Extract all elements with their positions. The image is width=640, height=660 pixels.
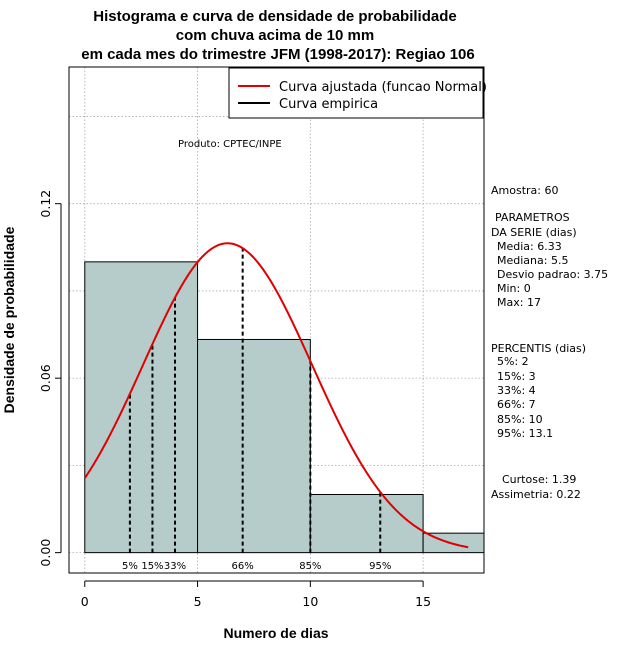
- percentile-15: 15%: 3: [497, 370, 536, 383]
- legend-box: [228, 67, 484, 119]
- sample-size: Amostra: 60: [491, 184, 558, 197]
- stat-std-dev: Desvio padrao: 3.75: [497, 268, 608, 281]
- percentile-label-1: 15%: [141, 561, 163, 572]
- percentile-5: 5%: 2: [497, 355, 529, 368]
- percentile-label-2: 33%: [164, 561, 186, 572]
- x-tick-label-3: 15: [415, 594, 431, 609]
- percentile-label-5: 95%: [369, 561, 391, 572]
- legend-label-empirical: Curva empirica: [279, 97, 378, 112]
- statistics-panel: Amostra: 60 PARAMETROS DA SERIE (dias) M…: [491, 184, 608, 501]
- stat-max: Max: 17: [497, 296, 541, 309]
- normal-curve: [83, 242, 469, 549]
- legend-label-fitted: Curva ajustada (funcao Normal): [279, 80, 487, 95]
- x-axis: 0 5 10 15: [81, 580, 431, 609]
- histogram-bar-1: [197, 338, 311, 554]
- chart-title-line-1: Histograma e curva de densidade de proba…: [93, 8, 456, 25]
- percentile-33: 33%: 4: [497, 384, 536, 397]
- percentiles-title: PERCENTIS (dias): [491, 342, 586, 355]
- x-tick-label-1: 5: [194, 594, 202, 609]
- stat-kurtosis: Curtose: 1.39: [502, 473, 576, 486]
- parameters-subtitle: DA SERIE (dias): [491, 226, 577, 239]
- percentile-label-0: 5%: [122, 561, 138, 572]
- plot-frame: [68, 66, 485, 574]
- percentile-lines: 5% 15% 33% 66% 85% 95%: [122, 248, 391, 572]
- y-axis-label: Densidade de probabilidade: [1, 226, 17, 413]
- y-tick-label-2: 0.12: [38, 190, 53, 218]
- chart-title-line-3: em cada mes do trimestre JFM (1998-2017)…: [81, 46, 475, 63]
- histogram-bar-2: [309, 493, 424, 554]
- stat-min: Min: 0: [497, 282, 531, 295]
- percentile-85: 85%: 10: [497, 413, 543, 426]
- stat-median: Mediana: 5.5: [497, 254, 568, 267]
- histogram-bar-0: [84, 261, 199, 554]
- chart-title-line-2: com chuva acima de 10 mm: [176, 27, 374, 44]
- y-axis: 0.00 0.06 0.12: [38, 190, 62, 567]
- stat-skewness: Assimetria: 0.22: [491, 488, 581, 501]
- percentile-label-3: 66%: [232, 561, 254, 572]
- x-tick-label-2: 10: [302, 594, 318, 609]
- y-tick-label-0: 0.00: [38, 539, 53, 567]
- parameters-title: PARAMETROS: [495, 211, 570, 224]
- percentile-95: 95%: 13.1: [497, 427, 553, 440]
- percentile-66: 66%: 7: [497, 398, 536, 411]
- x-tick-label-0: 0: [81, 594, 89, 609]
- product-annotation: Produto: CPTEC/INPE: [178, 139, 282, 150]
- percentile-label-4: 85%: [299, 561, 321, 572]
- x-axis-label: Numero de dias: [223, 625, 328, 641]
- stat-mean: Media: 6.33: [497, 240, 562, 253]
- y-tick-label-1: 0.06: [38, 364, 53, 392]
- legend: Curva ajustada (funcao Normal) Curva emp…: [228, 67, 487, 119]
